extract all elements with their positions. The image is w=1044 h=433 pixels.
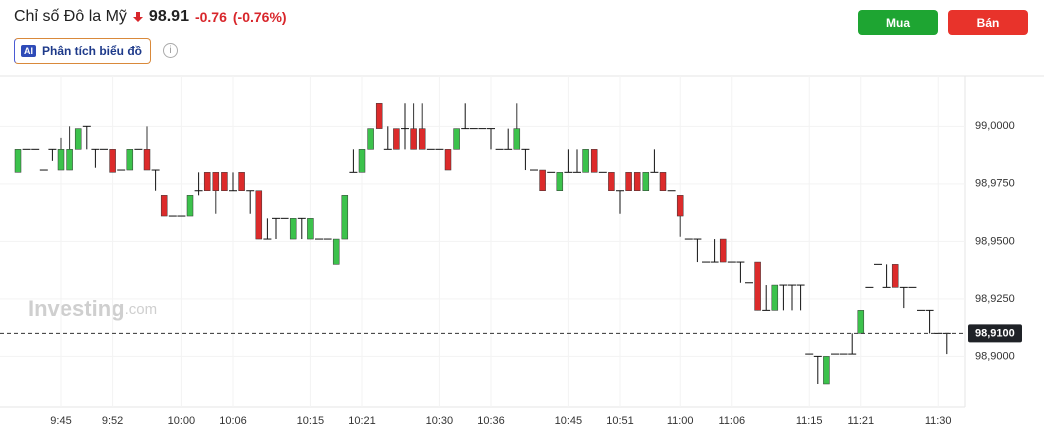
candle-body bbox=[676, 195, 684, 217]
candle-body bbox=[823, 356, 830, 385]
watermark-suffix: .com bbox=[125, 301, 158, 318]
candle-body bbox=[221, 172, 228, 191]
candle-body bbox=[74, 128, 82, 150]
candle-body bbox=[307, 218, 314, 240]
candle-body bbox=[367, 128, 374, 150]
candle-body bbox=[57, 149, 65, 171]
candle-body bbox=[582, 149, 589, 173]
candle-body bbox=[891, 264, 899, 288]
watermark-main: Investing bbox=[28, 296, 125, 321]
y-tick-label: 98,9750 bbox=[975, 178, 1015, 190]
candle-body bbox=[418, 128, 426, 150]
info-icon[interactable]: i bbox=[163, 43, 178, 58]
last-price-label: 98,9100 bbox=[975, 327, 1015, 339]
candle-body bbox=[289, 218, 297, 240]
candle-body bbox=[754, 261, 761, 311]
candle-body bbox=[857, 310, 865, 334]
down-arrow bbox=[132, 12, 143, 22]
candle-body bbox=[109, 149, 116, 173]
candle-body bbox=[255, 190, 263, 240]
y-tick-label: 99,0000 bbox=[975, 120, 1015, 132]
x-tick-label: 10:51 bbox=[606, 415, 634, 427]
candle-body bbox=[590, 149, 598, 173]
candle-body bbox=[393, 128, 400, 150]
buy-button[interactable]: Mua bbox=[858, 10, 938, 35]
change: -0.76 bbox=[194, 9, 227, 25]
last-price-box bbox=[968, 324, 1022, 343]
candle-body bbox=[642, 172, 650, 191]
x-tick-label: 10:45 bbox=[555, 415, 583, 427]
sell-button[interactable]: Bán bbox=[948, 10, 1028, 35]
ai-label: Phân tích biểu đồ bbox=[42, 44, 143, 58]
candle-body bbox=[186, 195, 194, 217]
candle-body bbox=[608, 172, 615, 191]
x-tick-label: 11:21 bbox=[847, 415, 874, 427]
x-tick-label: 9:45 bbox=[50, 415, 71, 427]
watermark: Investing.com bbox=[28, 296, 157, 321]
header: Chỉ số Đô la Mỹ 98.91 -0.76 (-0.76%) bbox=[14, 8, 287, 26]
candle-body bbox=[341, 195, 349, 240]
x-tick-label: 10:21 bbox=[348, 415, 376, 427]
candle-body bbox=[625, 172, 632, 191]
price: 98.91 bbox=[148, 8, 189, 25]
x-tick-label: 10:36 bbox=[477, 415, 505, 427]
candle-body bbox=[453, 128, 460, 150]
candle-body bbox=[358, 149, 366, 173]
candle-body bbox=[771, 284, 779, 311]
x-tick-label: 10:15 bbox=[297, 415, 325, 427]
candle-body bbox=[375, 103, 383, 129]
candle-body bbox=[539, 169, 546, 191]
ai-badge: AI bbox=[21, 45, 36, 57]
candle-body bbox=[212, 172, 220, 191]
x-tick-label: 10:06 bbox=[219, 415, 247, 427]
candle-body bbox=[513, 128, 521, 150]
x-tick-label: 9:52 bbox=[102, 415, 123, 427]
candle-body bbox=[556, 172, 564, 191]
title: Chỉ số Đô la Mỹ bbox=[14, 8, 127, 25]
candle-body bbox=[143, 149, 151, 171]
candle-body bbox=[410, 128, 417, 150]
y-tick-label: 98,9500 bbox=[975, 235, 1015, 247]
y-tick-label: 98,9000 bbox=[975, 350, 1015, 362]
x-tick-label: 10:00 bbox=[168, 415, 196, 427]
candle-body bbox=[444, 149, 452, 171]
candle-body bbox=[238, 172, 245, 191]
x-tick-label: 11:06 bbox=[718, 415, 745, 427]
candle-body bbox=[66, 149, 73, 171]
candle-body bbox=[719, 238, 727, 263]
x-tick-label: 10:30 bbox=[426, 415, 454, 427]
candle-body bbox=[14, 149, 22, 173]
x-tick-label: 11:00 bbox=[667, 415, 694, 427]
candle-body bbox=[203, 172, 211, 191]
change-pct: (-0.76%) bbox=[232, 9, 287, 25]
candle-body bbox=[160, 195, 168, 217]
candle-body bbox=[332, 238, 340, 265]
candle-body bbox=[126, 149, 134, 171]
x-tick-label: 11:30 bbox=[925, 415, 952, 427]
y-tick-label: 98,9250 bbox=[975, 293, 1015, 305]
candle-body bbox=[633, 172, 641, 191]
candle-body bbox=[659, 172, 667, 191]
x-tick-label: 11:15 bbox=[796, 415, 823, 427]
ai-button[interactable]: AI Phân tích biểu đồ bbox=[14, 38, 152, 64]
